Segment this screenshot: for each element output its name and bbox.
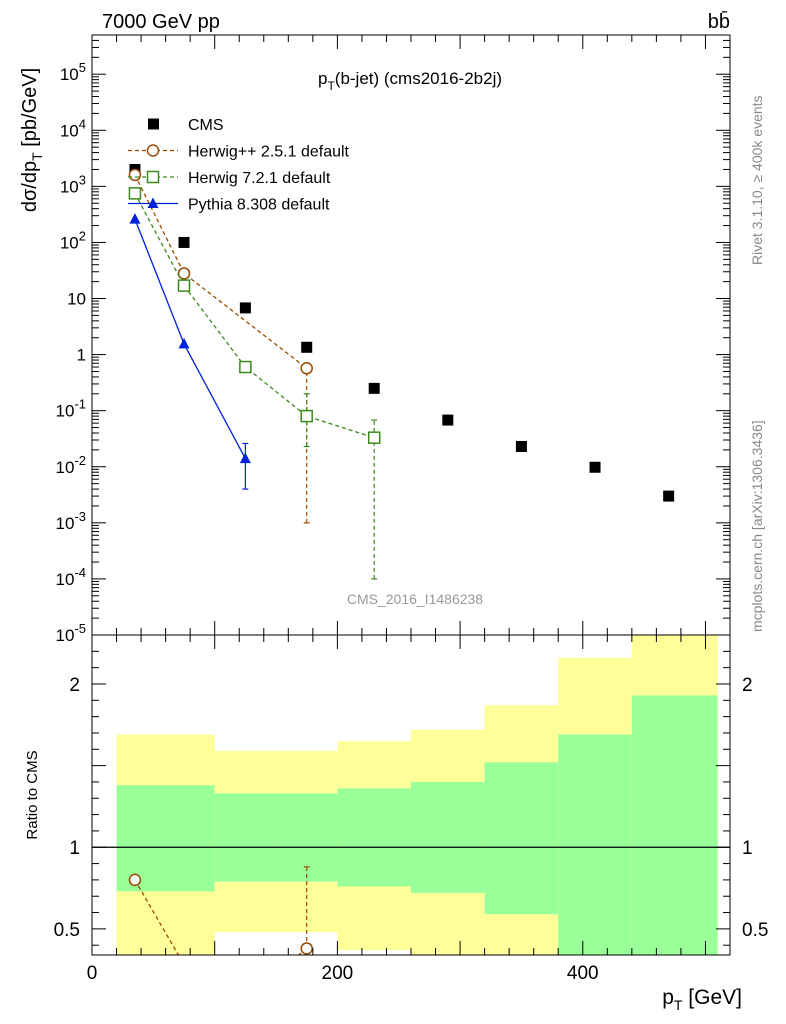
plot-title: pT(b-jet) (cms2016-2b2j) xyxy=(318,69,502,93)
legend-label: Herwig 7.2.1 default xyxy=(188,170,331,187)
legend-label: Pythia 8.308 default xyxy=(188,197,330,214)
y-tick-label: 103 xyxy=(60,172,86,196)
x-tick-label: 400 xyxy=(567,963,599,984)
cms-data-point xyxy=(589,461,601,473)
ratio-line xyxy=(134,879,180,955)
mc-line xyxy=(134,218,246,459)
ratio-panel-axes: 2 2 1 1 0.5 0.5 0 200 400 xyxy=(54,634,768,984)
y-tick-label: 10 xyxy=(67,290,86,309)
ratio-y-tick-label-left: 0.5 xyxy=(54,920,80,941)
uncertainty-band-green xyxy=(631,695,718,955)
cms-data-point xyxy=(368,382,380,394)
uncertainty-band-green xyxy=(214,793,277,882)
pythia-point xyxy=(147,197,159,208)
y-tick-label: 10-2 xyxy=(56,453,86,477)
cms-data-point xyxy=(515,440,527,452)
x-axis-label: pT [GeV] xyxy=(662,986,742,1013)
cms-data-point xyxy=(301,341,313,353)
y-tick-label: 105 xyxy=(60,60,86,84)
uncertainty-band-green xyxy=(484,762,559,915)
uncertainty-band-green xyxy=(337,788,411,887)
herwig7-point xyxy=(146,170,160,184)
pythia-point xyxy=(129,213,141,224)
pythia-point xyxy=(178,337,190,349)
uncertainty-band-green xyxy=(116,785,215,892)
herwigpp-point xyxy=(146,144,160,157)
analysis-watermark: CMS_2016_I1486238 xyxy=(347,591,483,607)
main-y-axis-label: dσ/dpT [pb/GeV] xyxy=(19,68,45,212)
ratio-y-tick-label-right: 0.5 xyxy=(742,920,768,941)
herwig7-point xyxy=(128,187,142,200)
rivet-version-label: Rivet 3.1.10, ≥ 400k events xyxy=(749,95,765,265)
legend-label: CMS xyxy=(188,117,224,134)
ratio-panel-series xyxy=(128,866,313,970)
y-tick-label: 10-3 xyxy=(56,509,86,533)
ratio-y-tick-label-left: 2 xyxy=(69,675,80,696)
ratio-y-tick-label-right: 2 xyxy=(742,675,753,696)
y-tick-label: 102 xyxy=(60,228,86,252)
cms-data-point xyxy=(442,414,454,426)
ratio-point xyxy=(179,959,190,970)
mc-line xyxy=(134,193,375,439)
herwig7-point xyxy=(367,431,381,444)
herwig7-point xyxy=(300,409,313,423)
ratio-y-axis-label: Ratio to CMS xyxy=(24,750,41,839)
legend: CMS Herwig++ 2.5.1 default Herwig 7.2.1 de… xyxy=(128,117,350,214)
x-tick-label: 0 xyxy=(87,963,98,984)
ratio-point xyxy=(300,942,313,955)
ratio-y-tick-label-left: 1 xyxy=(69,838,80,859)
process-label: bb̄ xyxy=(708,10,730,33)
y-tick-label: 10-4 xyxy=(56,565,86,589)
herwigpp-point xyxy=(300,362,313,375)
uncertainty-band-green xyxy=(411,781,485,893)
uncertainty-band-green xyxy=(558,734,632,955)
cms-data-point xyxy=(239,302,251,314)
y-tick-label: 10-1 xyxy=(56,397,86,421)
mcplots-citation-label: mcplots.cern.ch [arXiv:1306.3436] xyxy=(749,420,765,632)
pythia-point xyxy=(239,452,251,464)
ratio-point xyxy=(128,873,142,887)
herwigpp-point xyxy=(128,168,142,182)
y-tick-label: 104 xyxy=(60,116,86,140)
herwig7-point xyxy=(177,279,191,292)
x-tick-label: 200 xyxy=(322,963,354,984)
y-tick-label: 10-5 xyxy=(56,621,86,645)
cms-data-point xyxy=(178,236,190,248)
herwig7-point xyxy=(239,360,252,374)
herwigpp-point xyxy=(177,267,191,280)
energy-label: 7000 GeV pp xyxy=(102,11,220,33)
y-tick-label: 1 xyxy=(77,346,86,365)
legend-label: Herwig++ 2.5.1 default xyxy=(188,144,350,161)
legend-cms-marker xyxy=(148,118,159,130)
ratio-y-tick-label-right: 1 xyxy=(742,838,753,859)
ratio-panel-bands xyxy=(116,635,718,955)
main-panel-series xyxy=(128,163,675,580)
cms-data-point xyxy=(663,490,675,502)
